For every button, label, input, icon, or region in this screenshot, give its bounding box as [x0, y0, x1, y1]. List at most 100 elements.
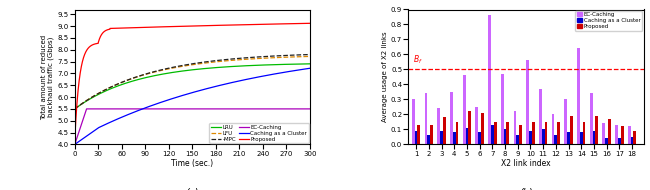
-MPC	[112, 84, 120, 86]
Bar	[478, 132, 481, 144]
Proposed	[112, 27, 120, 29]
Line: -MPC: -MPC	[75, 55, 310, 109]
LFU	[71, 108, 79, 110]
-MPC	[161, 68, 169, 70]
EC-Caching	[161, 108, 169, 110]
Bar	[450, 92, 453, 144]
Proposed	[71, 139, 79, 141]
LRU	[171, 71, 179, 73]
EC-Caching	[71, 143, 79, 146]
-MPC	[171, 66, 179, 68]
Bar	[564, 99, 567, 144]
Bar	[618, 138, 621, 144]
Caching as a Cluster	[71, 143, 79, 146]
Line: LRU: LRU	[75, 64, 310, 109]
Bar	[412, 99, 415, 144]
-MPC	[301, 54, 309, 56]
Legend: EC-Caching, Caching as a Cluster, Proposed: EC-Caching, Caching as a Cluster, Propos…	[575, 11, 642, 31]
Bar	[582, 122, 586, 144]
EC-Caching	[171, 108, 179, 110]
Text: $B_f$: $B_f$	[413, 54, 423, 66]
LRU	[276, 63, 284, 66]
Bar	[514, 111, 516, 144]
Bar	[443, 117, 446, 144]
Caching as a Cluster	[112, 119, 120, 121]
Bar	[608, 119, 611, 144]
Bar	[456, 122, 458, 144]
Bar	[557, 122, 560, 144]
Bar	[634, 131, 636, 144]
X-axis label: X2 link index: X2 link index	[501, 159, 551, 168]
Bar	[615, 125, 618, 144]
Bar	[465, 128, 468, 144]
Bar	[437, 108, 440, 144]
EC-Caching	[112, 108, 120, 110]
Y-axis label: Average usage of X2 links: Average usage of X2 links	[382, 32, 388, 122]
Bar	[593, 131, 595, 144]
Bar	[504, 129, 506, 144]
Line: LFU: LFU	[75, 56, 310, 109]
Text: (b): (b)	[519, 188, 533, 190]
Bar	[415, 131, 417, 144]
LFU	[306, 55, 314, 58]
Bar	[424, 93, 428, 144]
Caching as a Cluster	[276, 72, 284, 74]
Bar	[494, 122, 497, 144]
Bar	[475, 107, 478, 144]
Bar	[491, 125, 494, 144]
Caching as a Cluster	[171, 97, 179, 99]
X-axis label: Time (sec.): Time (sec.)	[171, 159, 213, 168]
LRU	[112, 86, 120, 88]
Line: Caching as a Cluster: Caching as a Cluster	[75, 68, 310, 144]
LRU	[98, 92, 105, 94]
LFU	[112, 84, 120, 86]
Bar	[519, 125, 522, 144]
Bar	[567, 132, 570, 144]
LFU	[301, 55, 309, 58]
Proposed	[306, 22, 314, 25]
Proposed	[301, 22, 309, 25]
-MPC	[306, 53, 314, 56]
Bar	[577, 48, 580, 144]
Bar	[468, 111, 471, 144]
Bar	[526, 60, 529, 144]
LRU	[306, 63, 314, 65]
LFU	[171, 66, 179, 69]
Y-axis label: Total amount of reduced
backhaul traffic (Gbps): Total amount of reduced backhaul traffic…	[41, 34, 55, 120]
Bar	[529, 131, 532, 144]
Bar	[621, 126, 623, 144]
Bar	[630, 137, 634, 144]
Text: (a): (a)	[185, 188, 199, 190]
LRU	[71, 108, 79, 110]
-MPC	[71, 108, 79, 110]
Bar	[506, 122, 509, 144]
Legend: LRU, LFU, -MPC, EC-Caching, Caching as a Cluster, Proposed: LRU, LFU, -MPC, EC-Caching, Caching as a…	[209, 123, 309, 143]
Proposed	[98, 33, 105, 36]
-MPC	[98, 91, 105, 93]
-MPC	[276, 55, 284, 57]
Line: Proposed: Proposed	[75, 23, 310, 140]
EC-Caching	[83, 108, 90, 110]
Bar	[628, 126, 630, 144]
Bar	[516, 135, 519, 144]
Caching as a Cluster	[306, 67, 314, 69]
EC-Caching	[306, 108, 314, 110]
EC-Caching	[276, 108, 284, 110]
Bar	[554, 135, 557, 144]
Bar	[481, 113, 484, 144]
Bar	[541, 129, 545, 144]
Bar	[590, 93, 593, 144]
Proposed	[171, 25, 179, 28]
Bar	[453, 132, 456, 144]
Bar	[501, 74, 504, 144]
Proposed	[276, 23, 284, 25]
Bar	[430, 125, 433, 144]
LFU	[161, 68, 169, 71]
Bar	[488, 16, 491, 144]
Caching as a Cluster	[301, 68, 309, 70]
Bar	[552, 114, 554, 144]
Bar	[580, 132, 582, 144]
Bar	[605, 138, 608, 144]
LRU	[161, 73, 169, 75]
Bar	[428, 135, 430, 144]
